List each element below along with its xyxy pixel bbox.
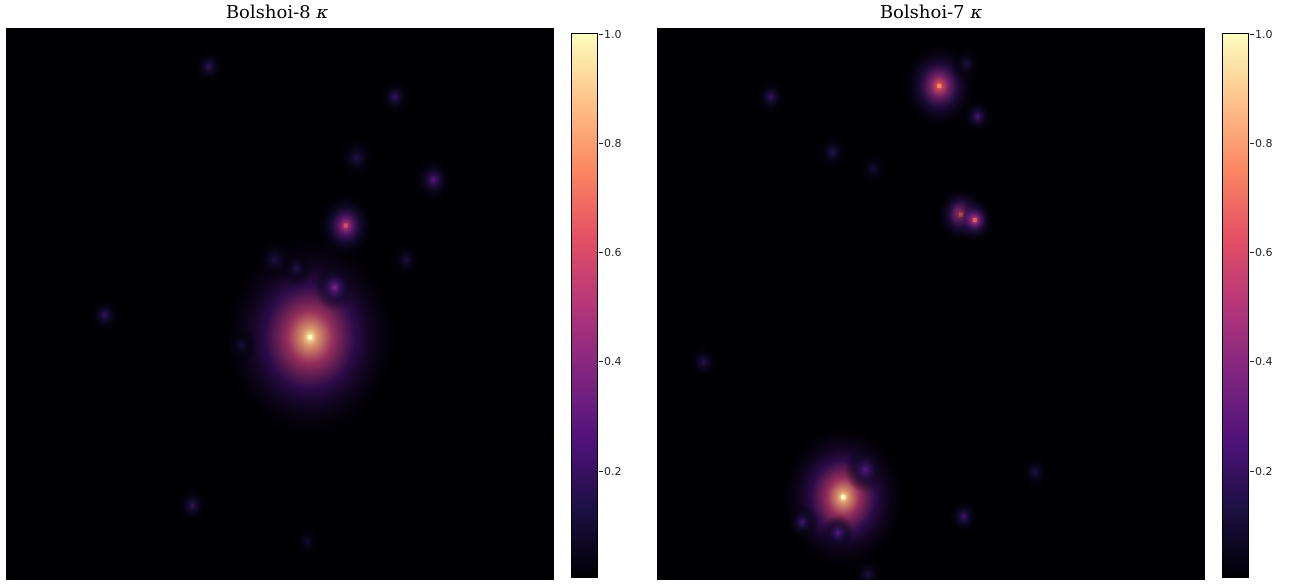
kappa-peak-core-1 xyxy=(343,223,348,228)
right-title-text: Bolshoi-7 xyxy=(879,2,965,23)
kappa-peak-10 xyxy=(176,486,209,525)
left-colorbar xyxy=(571,33,598,578)
kappa-peak-5 xyxy=(821,514,854,552)
kappa-peak-11 xyxy=(225,326,258,364)
right-tick-1.0: 1.0 xyxy=(1250,28,1273,41)
left-panel: Bolshoi-8 κ 1.0 0.8 0.6 0.4 0.2 xyxy=(0,2,622,580)
right-tick-0.8: 0.8 xyxy=(1250,137,1273,150)
right-heatmap-svg xyxy=(657,28,1205,580)
left-title-text: Bolshoi-8 xyxy=(225,2,311,23)
kappa-peak-core-1 xyxy=(937,83,942,88)
left-tick-0.4: 0.4 xyxy=(599,355,622,368)
kappa-peak-12 xyxy=(1018,453,1052,491)
kappa-peak-2 xyxy=(314,263,356,312)
kappa-peak-4 xyxy=(378,78,412,116)
left-heatmap-svg xyxy=(6,28,554,580)
right-convergence-map xyxy=(657,28,1205,580)
right-tick-0.6: 0.6 xyxy=(1250,246,1273,259)
right-tick-0.2: 0.2 xyxy=(1250,465,1273,478)
kappa-peak-core-0 xyxy=(841,495,846,500)
right-title: Bolshoi-7 κ xyxy=(655,2,1207,23)
kappa-peak-8 xyxy=(961,97,994,135)
left-title: Bolshoi-8 κ xyxy=(0,2,556,23)
kappa-peak-6 xyxy=(336,134,378,182)
left-tick-0.8: 0.8 xyxy=(599,137,622,150)
right-title-symbol: κ xyxy=(970,2,983,23)
kappa-peak-6 xyxy=(786,503,819,541)
kappa-peak-14 xyxy=(857,150,890,188)
left-convergence-map xyxy=(6,28,554,580)
kappa-peak-12 xyxy=(389,241,423,279)
kappa-peak-7 xyxy=(947,497,981,536)
kappa-peak-9 xyxy=(88,296,121,334)
kappa-peak-10 xyxy=(816,133,849,171)
left-tick-1.0: 1.0 xyxy=(599,28,622,41)
kappa-peak-3 xyxy=(412,156,454,204)
left-tick-0.6: 0.6 xyxy=(599,246,622,259)
kappa-peak-13 xyxy=(950,45,983,83)
left-title-symbol: κ xyxy=(316,2,329,23)
kappa-peak-core-3 xyxy=(972,218,977,223)
left-tick-0.2: 0.2 xyxy=(599,465,622,478)
kappa-peak-core-0 xyxy=(308,335,313,340)
kappa-peak-15 xyxy=(851,555,885,580)
right-colorbar xyxy=(1222,33,1249,578)
kappa-peak-9 xyxy=(754,78,788,116)
right-tick-0.4: 0.4 xyxy=(1250,355,1273,368)
kappa-peak-8 xyxy=(280,249,313,287)
kappa-peak-5 xyxy=(192,48,225,86)
kappa-peak-4 xyxy=(844,445,886,494)
kappa-peak-13 xyxy=(293,525,321,557)
kappa-peak-11 xyxy=(687,343,720,381)
